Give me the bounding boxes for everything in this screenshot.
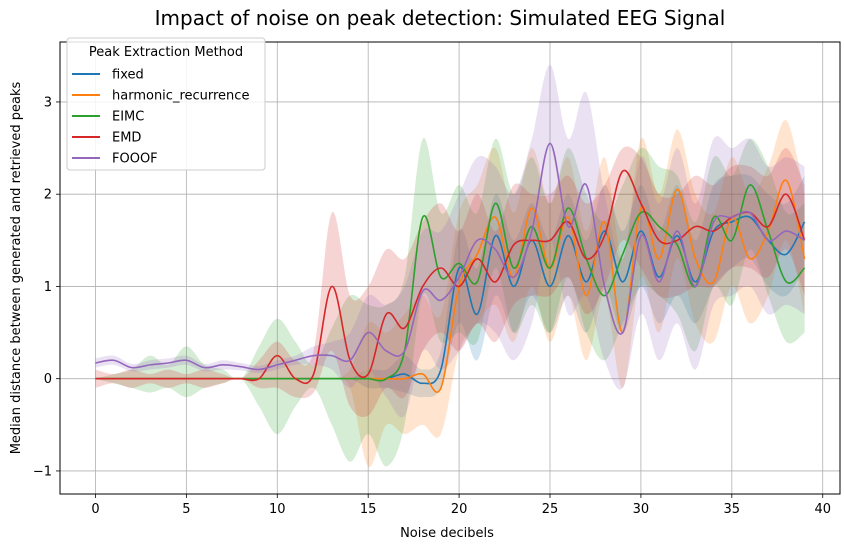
x-tick-label: 25: [542, 502, 559, 517]
plot-area-frame: [59, 41, 841, 495]
x-tick-label: 40: [814, 502, 831, 517]
y-tick-label: −1: [33, 464, 52, 479]
series-lines: [95, 142, 806, 393]
band-eimc: [95, 137, 805, 467]
band-harmonic-recurrence: [95, 120, 805, 467]
x-tick-label: 5: [182, 502, 190, 517]
y-axis-label: Median distance between generated and re…: [9, 82, 24, 455]
legend-items: fixed harmonic_recurrence EIMC EMD FOOOF: [72, 68, 249, 167]
x-tick-label: 20: [451, 502, 468, 517]
x-axis-label: Noise decibels: [400, 526, 494, 541]
gridlines: [60, 42, 840, 494]
legend: Peak Extraction Method fixed harmonic_rec…: [66, 37, 266, 171]
x-tick-label: 15: [360, 502, 377, 517]
x-axis-ticks: 0 5 10 15 20 25 30 35 40: [91, 494, 831, 517]
legend-box: [66, 37, 266, 171]
y-tick-label: 3: [44, 95, 52, 110]
chart-title: Impact of noise on peak detection: Simul…: [155, 6, 726, 30]
band-emd: [95, 146, 805, 417]
y-tick-label: 2: [44, 188, 52, 203]
legend-title: Peak Extraction Method: [89, 45, 243, 60]
confidence-bands: [95, 65, 805, 467]
y-axis-ticks: −1 0 1 2 3: [33, 95, 60, 479]
x-tick-label: 10: [269, 502, 286, 517]
x-tick-label: 0: [91, 502, 99, 517]
band-fixed: [95, 173, 805, 398]
legend-label-emd: EMD: [112, 131, 141, 146]
legend-label-eimc: EIMC: [112, 110, 144, 125]
y-tick-label: 0: [44, 372, 52, 387]
line-emd: [95, 169, 806, 385]
legend-label-fooof: FOOOF: [112, 152, 158, 167]
y-tick-label: 1: [44, 280, 52, 295]
legend-label-harmonic-recurrence: harmonic_recurrence: [112, 89, 249, 104]
x-tick-label: 35: [724, 502, 741, 517]
legend-label-fixed: fixed: [112, 68, 144, 83]
x-tick-label: 30: [633, 502, 650, 517]
line-fooof: [95, 142, 805, 371]
band-fooof: [95, 65, 805, 418]
